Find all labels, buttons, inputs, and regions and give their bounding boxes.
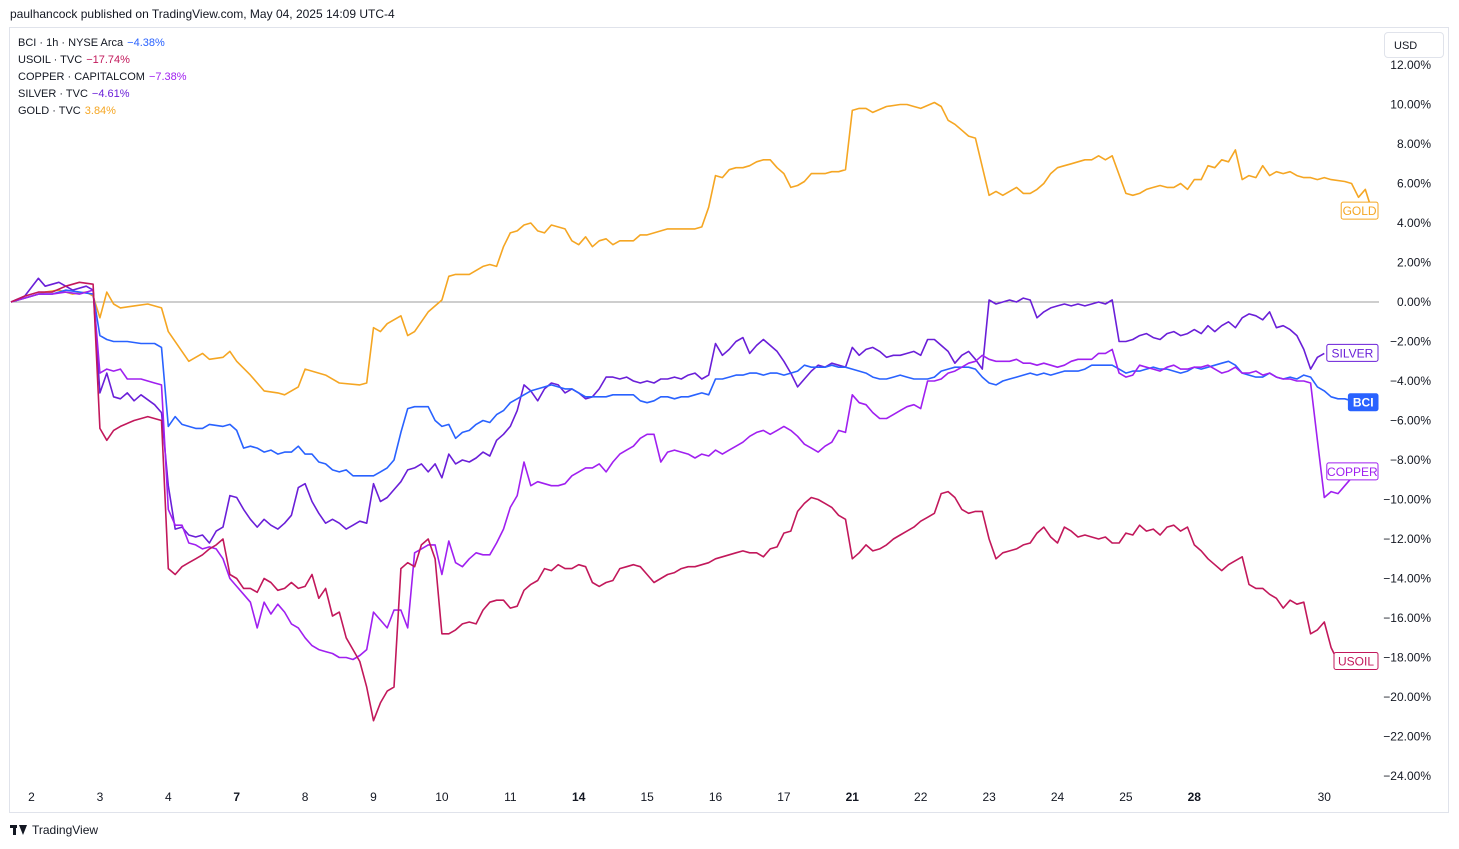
svg-text:GOLD: GOLD: [1343, 204, 1377, 218]
legend-symbol: SILVER · TVC: [18, 88, 88, 100]
series-line-copper[interactable]: [10, 289, 1373, 661]
y-tick-label: 8.00%: [1397, 137, 1431, 151]
series-end-label-copper: COPPER: [1326, 462, 1379, 481]
y-tick-label: −18.00%: [1383, 651, 1431, 665]
series-end-label-bci: BCI: [1347, 393, 1379, 412]
y-tick-label: −2.00%: [1390, 335, 1431, 349]
series-end-label-gold: GOLD: [1340, 201, 1379, 220]
currency-button[interactable]: USD: [1384, 32, 1444, 58]
series-line-bci[interactable]: [10, 289, 1373, 477]
legend-row[interactable]: USOIL · TVC −17.74%: [18, 52, 187, 69]
x-tick-label: 14: [572, 790, 586, 804]
legend-row[interactable]: SILVER · TVC −4.61%: [18, 86, 187, 103]
series-end-label-silver: SILVER: [1326, 343, 1379, 362]
x-tick-label: 15: [640, 790, 654, 804]
series-line-usoil[interactable]: [10, 281, 1339, 722]
x-tick-label: 25: [1119, 790, 1133, 804]
x-tick-label: 8: [302, 790, 309, 804]
x-tick-label: 17: [777, 790, 791, 804]
series-end-label-usoil: USOIL: [1333, 651, 1379, 670]
x-tick-label: 28: [1188, 790, 1202, 804]
footer-brand-label: TradingView: [32, 823, 99, 837]
x-tick-label: 9: [370, 790, 377, 804]
x-tick-label: 22: [914, 790, 928, 804]
legend-row[interactable]: GOLD · TVC 3.84%: [18, 103, 187, 120]
y-tick-label: 2.00%: [1397, 256, 1431, 270]
y-tick-label: 0.00%: [1397, 295, 1431, 309]
y-tick-label: −6.00%: [1390, 414, 1431, 428]
legend-symbol: BCI · 1h · NYSE Arca: [18, 37, 124, 49]
legend-row[interactable]: BCI · 1h · NYSE Arca −4.38%: [18, 35, 187, 52]
y-tick-label: 6.00%: [1397, 177, 1431, 191]
svg-text:USOIL: USOIL: [1338, 654, 1374, 668]
chart-frame: [9, 27, 1449, 813]
publish-info: paulhancock published on TradingView.com…: [10, 7, 395, 21]
x-tick-label: 16: [709, 790, 723, 804]
y-tick-label: −4.00%: [1390, 374, 1431, 388]
x-tick-label: 2: [28, 790, 35, 804]
y-tick-label: −22.00%: [1383, 730, 1431, 744]
x-tick-label: 10: [435, 790, 449, 804]
chart-legend: BCI · 1h · NYSE Arca −4.38% USOIL · TVC −17…: [18, 35, 187, 120]
y-tick-label: −12.00%: [1383, 532, 1431, 546]
legend-change: 3.84%: [84, 105, 116, 117]
y-tick-label: 4.00%: [1397, 216, 1431, 230]
y-tick-label: −16.00%: [1383, 611, 1431, 625]
x-tick-label: 7: [233, 790, 240, 804]
svg-text:BCI: BCI: [1353, 396, 1374, 410]
svg-text:SILVER: SILVER: [1332, 346, 1374, 360]
legend-symbol: USOIL · TVC: [18, 54, 83, 66]
y-tick-label: −8.00%: [1390, 453, 1431, 467]
legend-row[interactable]: COPPER · CAPITALCOM −7.38%: [18, 69, 187, 86]
y-tick-label: 10.00%: [1390, 98, 1431, 112]
legend-change: −17.74%: [86, 54, 130, 66]
y-tick-label: −20.00%: [1383, 690, 1431, 704]
x-tick-label: 24: [1051, 790, 1065, 804]
y-tick-label: −14.00%: [1383, 572, 1431, 586]
x-tick-label: 21: [846, 790, 860, 804]
legend-symbol: COPPER · CAPITALCOM: [18, 71, 145, 83]
tradingview-logo-icon: [10, 824, 28, 836]
legend-change: −4.61%: [91, 88, 130, 100]
series-line-silver[interactable]: [10, 277, 1325, 544]
series-line-gold[interactable]: [10, 101, 1373, 396]
footer-brand[interactable]: TradingView: [10, 823, 98, 837]
y-tick-label: −10.00%: [1383, 493, 1431, 507]
x-tick-label: 30: [1318, 790, 1332, 804]
x-tick-label: 4: [165, 790, 172, 804]
y-tick-label: −24.00%: [1383, 769, 1431, 783]
x-tick-label: 11: [504, 790, 517, 804]
svg-text:COPPER: COPPER: [1327, 465, 1378, 479]
y-tick-label: 12.00%: [1390, 58, 1431, 72]
legend-symbol: GOLD · TVC: [18, 105, 81, 117]
x-tick-label: 3: [97, 790, 104, 804]
legend-change: −4.38%: [127, 37, 165, 49]
x-tick-label: 23: [982, 790, 996, 804]
legend-change: −7.38%: [148, 71, 187, 83]
